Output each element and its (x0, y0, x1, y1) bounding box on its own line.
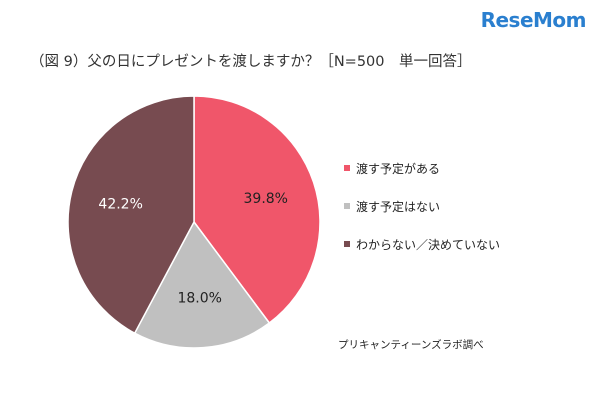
slice-undecided (67, 95, 195, 335)
legend-swatch (344, 241, 350, 247)
legend-item-undecided: わからない／決めていない (344, 236, 504, 262)
data-label-undecided: 42.2% (98, 197, 142, 213)
legend-label: 渡す予定がある (356, 162, 441, 176)
legend-label: 渡す予定はない (356, 200, 441, 214)
legend-label: わからない／決めていない (356, 238, 501, 252)
slice-will-give (193, 95, 321, 325)
resemom-logo: ReseMom (480, 8, 587, 32)
legend-swatch (344, 165, 350, 171)
source-note: プリキャンティーンズラボ調べ (338, 339, 484, 351)
legend-item-will-give: 渡す予定がある (344, 160, 504, 186)
legend-swatch (344, 203, 350, 209)
chart-legend: 渡す予定がある 渡す予定はない わからない／決めていない (344, 160, 504, 274)
data-label-will-not-give: 18.0% (177, 290, 221, 306)
chart-title: （図 9）父の日にプレゼントを渡しますか？［N=500 単一回答］ (30, 54, 472, 70)
slice-will-not-give (133, 220, 271, 349)
data-label-will-give: 39.8% (244, 191, 288, 207)
legend-item-will-not-give: 渡す予定はない (344, 198, 504, 224)
